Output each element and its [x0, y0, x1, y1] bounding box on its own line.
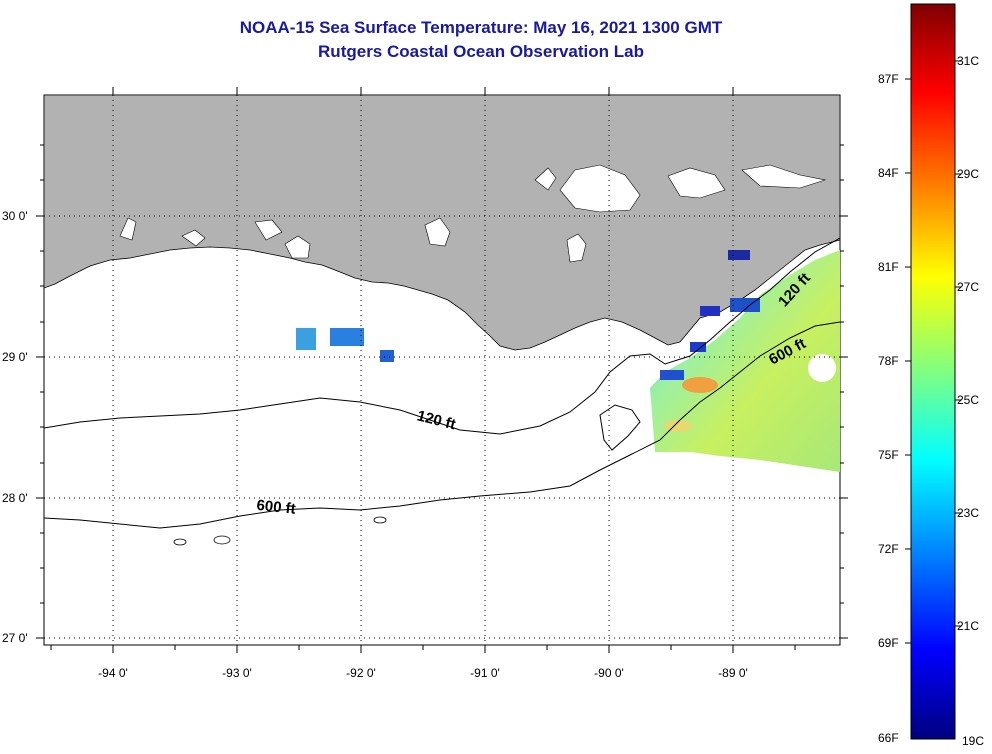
lake — [119, 217, 137, 241]
bank — [373, 516, 387, 524]
cool-pixels — [728, 250, 750, 260]
lake — [254, 219, 283, 241]
cool-pixels — [330, 328, 364, 346]
cool-pixels — [730, 298, 760, 312]
lake — [559, 164, 641, 213]
colorbar-c-label: 21C — [957, 619, 979, 633]
colorbar-ticks — [905, 60, 961, 644]
cloud-gap — [808, 354, 836, 382]
lake — [284, 235, 311, 259]
lake — [181, 229, 206, 247]
colorbar-c-label: 31C — [957, 54, 979, 68]
lat-label-30: 30 0' — [2, 209, 28, 223]
colorbar-f-label: 84F — [878, 166, 899, 180]
bank — [173, 538, 187, 546]
colorbar-f-label: 78F — [878, 354, 899, 368]
contour-label-600ft: 600 ft — [256, 497, 297, 518]
lon-label-93: -93 0' — [222, 666, 252, 680]
tick-marks — [36, 87, 848, 653]
cool-pixels — [296, 328, 316, 350]
sst-swath — [650, 250, 840, 472]
graticule — [44, 95, 840, 645]
colorbar-f-label: 72F — [878, 542, 899, 556]
colorbar-f-label: 81F — [878, 260, 899, 274]
isobath-600ft — [44, 321, 840, 529]
lat-label-28: 28 0' — [2, 491, 28, 505]
colorbar-c-label: 19C — [962, 734, 984, 748]
cool-pixels — [380, 350, 394, 362]
lake — [534, 167, 557, 191]
isobath-120ft — [44, 237, 840, 435]
colorbar-f-label: 87F — [878, 72, 899, 86]
colorbar — [910, 3, 956, 740]
cool-pixels — [690, 342, 706, 352]
lake — [741, 164, 827, 189]
lat-label-27: 27 0' — [2, 631, 28, 645]
colorbar-f-label: 69F — [878, 636, 899, 650]
colorbar-f-label: 66F — [878, 731, 899, 745]
chart-title: NOAA-15 Sea Surface Temperature: May 16,… — [239, 18, 723, 37]
colorbar-c-label: 29C — [957, 167, 979, 181]
warm-patch — [682, 377, 718, 393]
lake — [667, 167, 726, 199]
lon-label-90: -90 0' — [594, 666, 624, 680]
isobath-120ft-loop — [599, 404, 641, 451]
colorbar-c-label: 25C — [957, 393, 979, 407]
lon-label-91: -91 0' — [470, 666, 500, 680]
bank — [213, 535, 231, 545]
colorbar-f-label: 75F — [878, 448, 899, 462]
lon-label-94: -94 0' — [98, 666, 128, 680]
chart-subtitle: Rutgers Coastal Ocean Observation Lab — [318, 42, 644, 61]
lake — [566, 233, 587, 263]
cool-pixels — [660, 370, 684, 380]
cool-pixels — [700, 306, 720, 316]
lake — [424, 217, 451, 247]
colorbar-c-label: 23C — [957, 506, 979, 520]
lon-label-92: -92 0' — [346, 666, 376, 680]
lon-label-89: -89 0' — [718, 666, 748, 680]
colorbar-c-label: 27C — [957, 280, 979, 294]
lat-label-29: 29 0' — [2, 350, 28, 364]
